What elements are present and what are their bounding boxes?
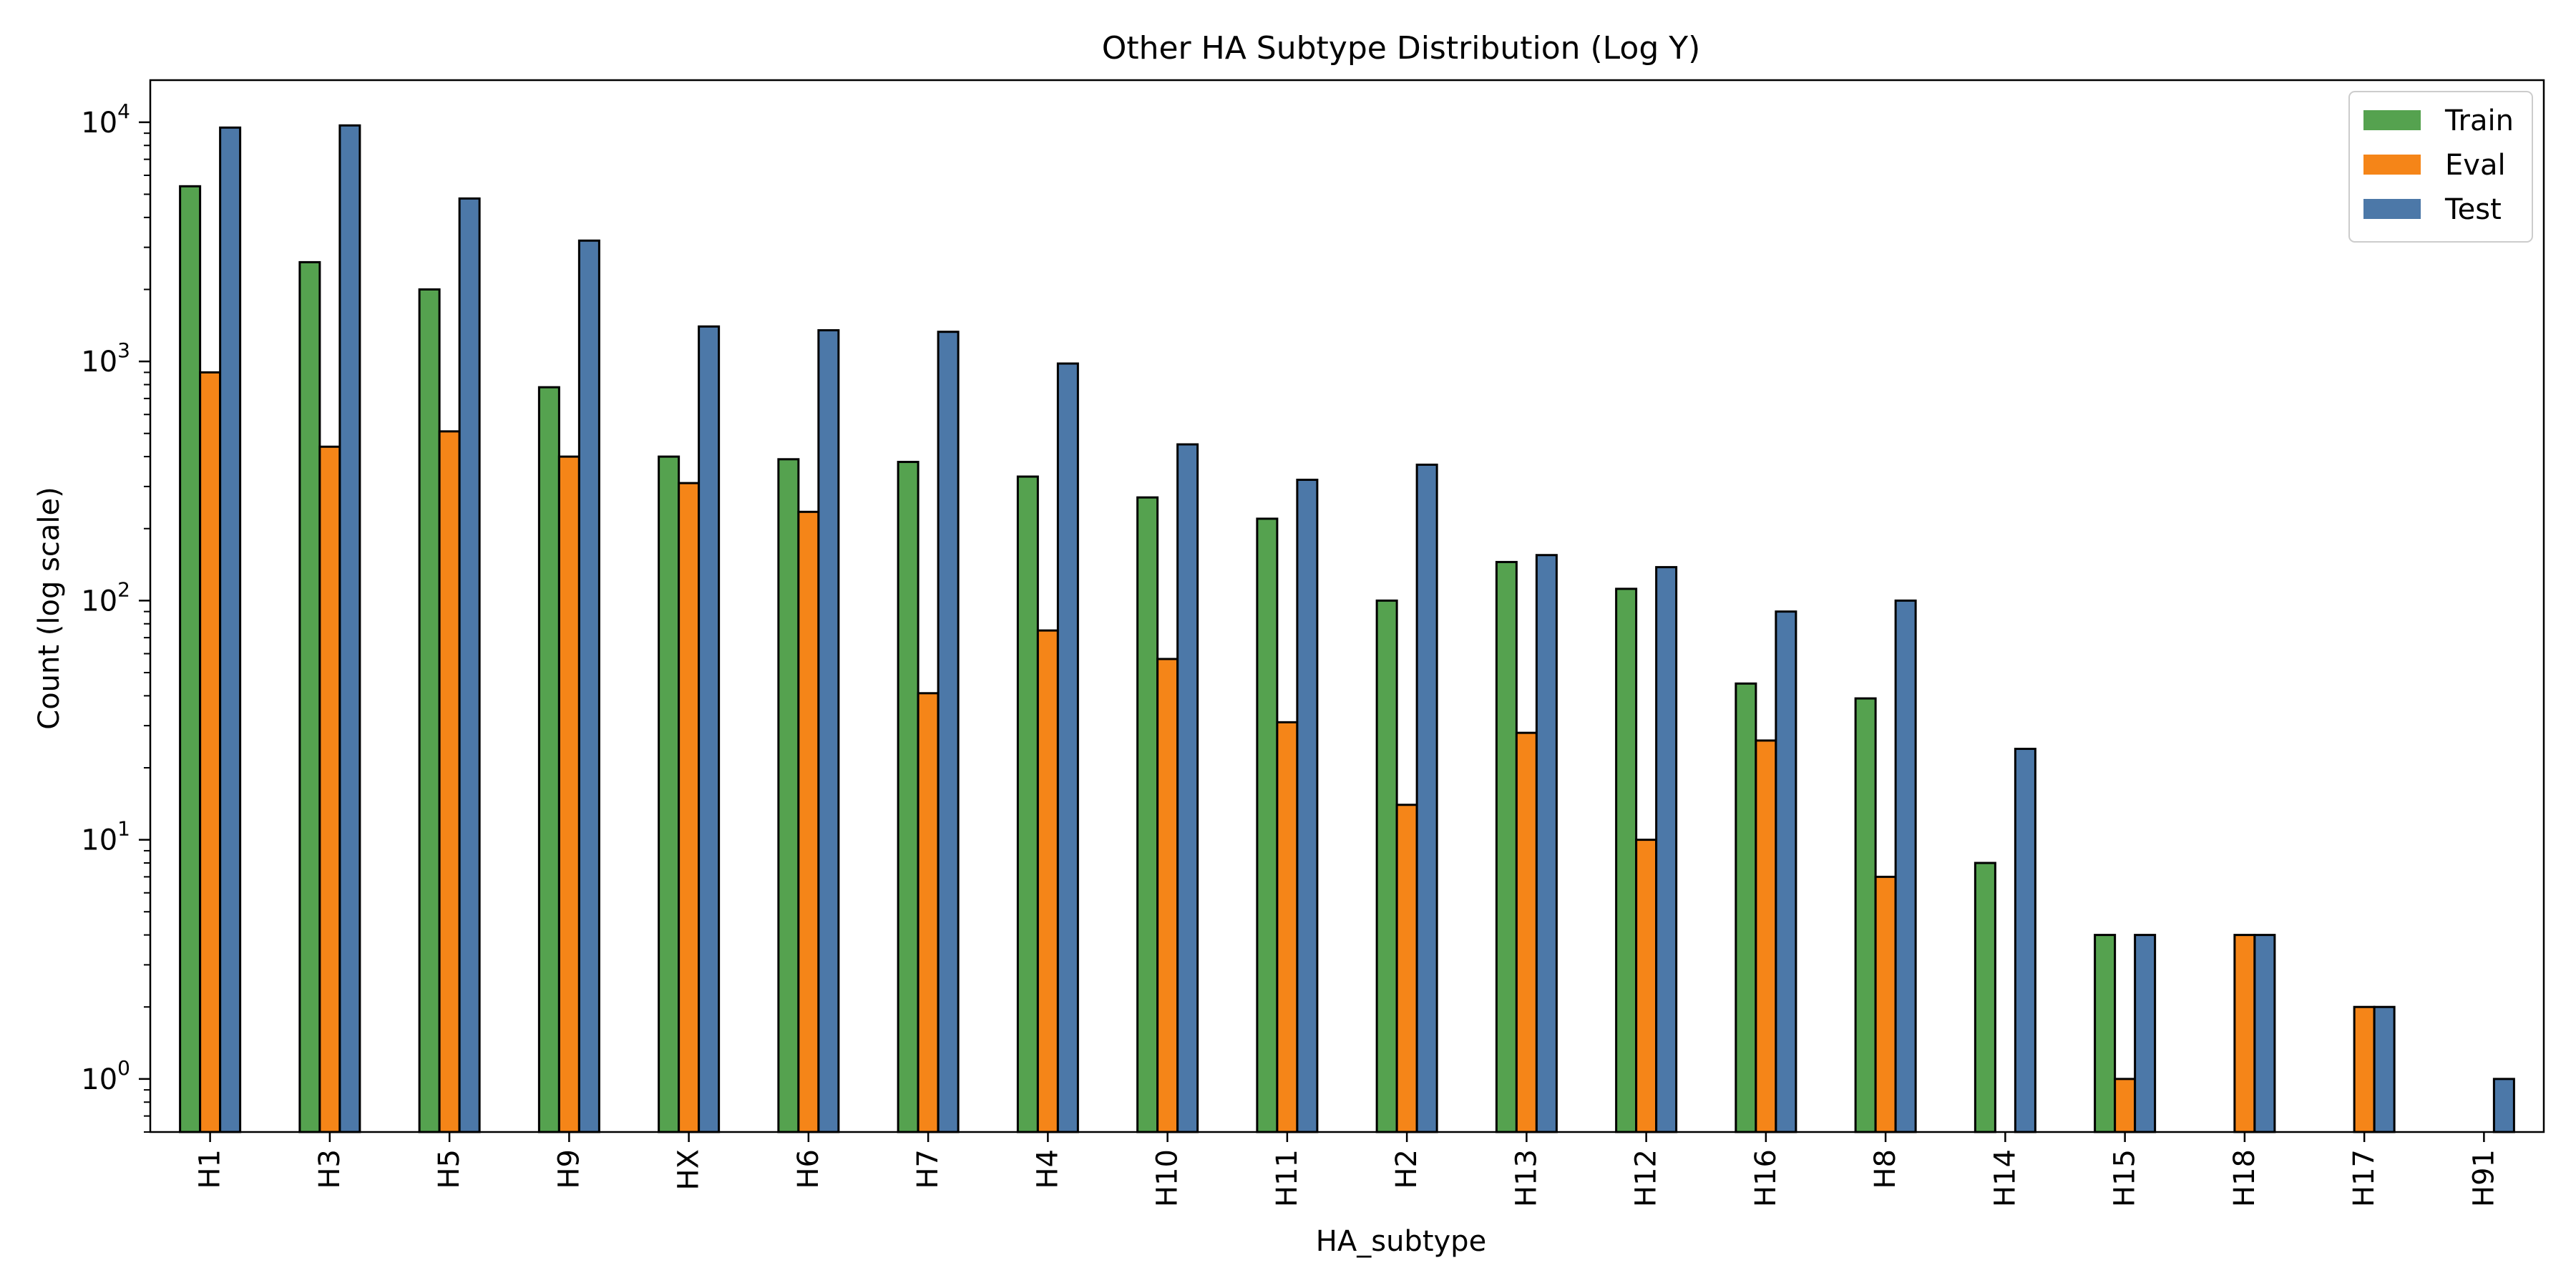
bar-test-h4 — [1056, 362, 1079, 1133]
bar-eval-h13 — [1515, 731, 1538, 1133]
bar-eval-h6 — [797, 510, 820, 1133]
x-tick-label: H10 — [1151, 1149, 1184, 1207]
legend-label-train: Train — [2444, 104, 2514, 137]
x-tick-label: H11 — [1271, 1149, 1304, 1207]
bar-test-h6 — [817, 329, 840, 1133]
bar-eval-h10 — [1156, 658, 1179, 1133]
bar-eval-h11 — [1276, 721, 1299, 1133]
bar-test-h8 — [1894, 599, 1917, 1133]
x-tick-label: H15 — [2109, 1149, 2142, 1207]
bar-eval-h16 — [1755, 739, 1777, 1133]
bar-train-hx — [658, 455, 680, 1133]
bar-eval-h15 — [2114, 1078, 2137, 1133]
bar-eval-h9 — [557, 455, 580, 1133]
bar-eval-h4 — [1036, 629, 1059, 1133]
y-tick-label: 103 — [81, 338, 130, 379]
x-tick-label: H9 — [552, 1149, 585, 1189]
legend-swatch-test — [2363, 199, 2421, 219]
y-axis-label: Count (log scale) — [33, 487, 66, 729]
bar-train-h1 — [179, 185, 202, 1133]
bar-eval-h18 — [2233, 934, 2256, 1133]
legend-label-eval: Eval — [2445, 149, 2506, 182]
x-tick-label: HX — [673, 1149, 706, 1190]
bar-train-h8 — [1854, 697, 1877, 1133]
x-tick-label: H17 — [2348, 1149, 2381, 1207]
plot-frame — [149, 79, 2545, 1133]
x-tick-label: H1 — [194, 1149, 227, 1189]
y-tick-label: 104 — [81, 99, 130, 140]
bar-train-h14 — [1974, 862, 1996, 1133]
bar-eval-h1 — [199, 371, 222, 1133]
bar-train-h13 — [1495, 560, 1518, 1133]
bar-train-h12 — [1615, 587, 1638, 1133]
x-tick-label: H5 — [433, 1149, 466, 1189]
bar-train-h10 — [1136, 496, 1159, 1133]
bar-train-h7 — [897, 461, 919, 1133]
bar-eval-h3 — [318, 445, 341, 1133]
legend-swatch-train — [2363, 110, 2421, 130]
x-tick-label: H13 — [1510, 1149, 1543, 1207]
x-tick-label: H4 — [1031, 1149, 1064, 1189]
bar-train-h15 — [2094, 934, 2117, 1133]
bar-test-h14 — [2014, 748, 2036, 1133]
bar-train-h3 — [298, 260, 321, 1133]
legend-swatch-eval — [2363, 155, 2421, 175]
x-tick-label: H7 — [912, 1149, 945, 1189]
x-tick-label: H8 — [1869, 1149, 1902, 1189]
plot-area: H1 H3 H5 H9 HX H6 H7 H4 H10 H11 H2 H13 H12 H16 H8 H14 H1… — [81, 79, 2545, 1207]
y-tick-label: 102 — [81, 577, 130, 618]
x-tick-label: H91 — [2467, 1149, 2500, 1207]
bar-eval-h8 — [1874, 875, 1897, 1133]
bar-eval-h2 — [1395, 804, 1418, 1133]
bar-test-h91 — [2492, 1078, 2515, 1133]
bar-train-h11 — [1256, 517, 1279, 1133]
legend: Train Eval Test — [2348, 91, 2533, 243]
x-tick-label: H3 — [313, 1149, 346, 1189]
bar-test-h10 — [1176, 443, 1199, 1133]
bar-test-h7 — [937, 331, 960, 1133]
x-tick-label: H2 — [1390, 1149, 1423, 1189]
x-tick-label: H14 — [1989, 1149, 2021, 1207]
bar-train-h2 — [1375, 599, 1398, 1133]
legend-label-test: Test — [2444, 193, 2502, 226]
bar-test-h11 — [1296, 479, 1319, 1133]
bar-eval-hx — [678, 482, 701, 1133]
y-tick-label: 101 — [81, 817, 130, 857]
x-tick-label: H6 — [792, 1149, 825, 1189]
bar-train-h5 — [418, 288, 441, 1133]
bar-test-hx — [698, 325, 721, 1133]
bar-test-h3 — [338, 124, 361, 1133]
bar-train-h16 — [1735, 682, 1757, 1133]
x-axis-label: HA_subtype — [1316, 1225, 1486, 1258]
bar-eval-h5 — [438, 430, 461, 1133]
bar-test-h15 — [2134, 934, 2157, 1133]
bar-test-h2 — [1415, 463, 1438, 1133]
x-tick-label: H16 — [1750, 1149, 1782, 1207]
bar-test-h16 — [1775, 610, 1797, 1133]
bar-train-h9 — [537, 386, 560, 1133]
y-tick-label: 100 — [81, 1056, 130, 1096]
bar-test-h13 — [1535, 554, 1558, 1133]
bar-test-h17 — [2373, 1005, 2396, 1133]
bar-train-h6 — [777, 458, 800, 1133]
x-tick-label: H18 — [2228, 1149, 2261, 1207]
x-tick-label: H12 — [1630, 1149, 1663, 1207]
bar-eval-h7 — [917, 692, 940, 1133]
bar-test-h18 — [2253, 934, 2276, 1133]
chart-title: Other HA Subtype Distribution (Log Y) — [1102, 30, 1701, 67]
bar-train-h4 — [1016, 475, 1039, 1133]
bar-test-h12 — [1655, 566, 1678, 1133]
bar-test-h5 — [458, 197, 481, 1133]
bar-test-h1 — [219, 126, 242, 1133]
bar-eval-h12 — [1635, 839, 1658, 1133]
bar-test-h9 — [577, 239, 600, 1133]
bar-eval-h17 — [2353, 1005, 2376, 1133]
